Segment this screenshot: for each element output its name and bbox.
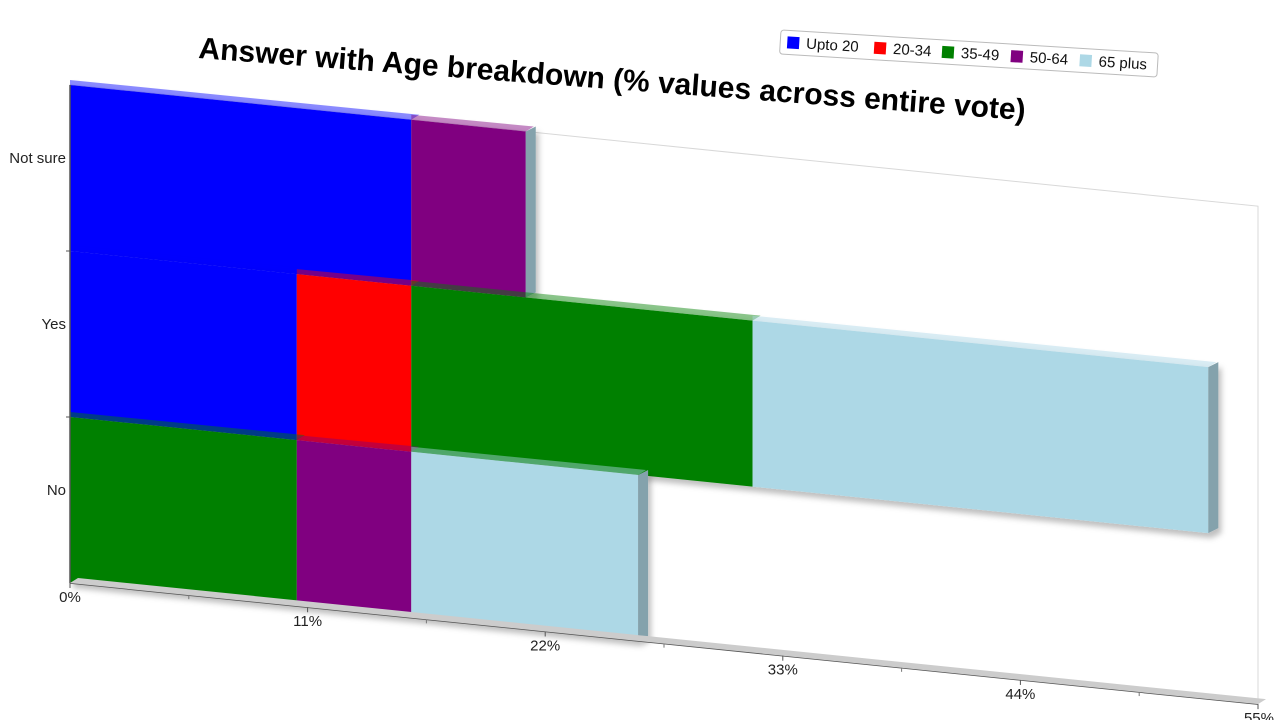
x-tick-label: 11% [293,613,322,630]
y-tick-label: No [47,482,66,499]
bar-row [70,412,649,641]
legend-label: 50-64 [1029,49,1068,68]
bar-segment [411,451,639,641]
legend-swatch [941,45,955,59]
legend-item: 35-49 [941,45,1000,64]
bar-segment [70,251,297,441]
legend-label: 20-34 [893,41,932,60]
legend-swatch [1079,54,1093,68]
legend-swatch [786,36,800,50]
bar-segment [296,440,412,618]
legend-label: 65 plus [1098,53,1147,73]
legend-label: 35-49 [960,45,999,64]
bar-segment [70,85,412,286]
bar-segment [70,417,297,607]
x-axis-floor [70,578,1266,705]
bar-end-cap [1208,362,1219,534]
bar-end-cap [638,469,649,641]
bar-segment-top [411,280,761,321]
bar-segment-top [752,315,1217,368]
bar-segment-top [70,246,305,275]
x-tick-label: 55% [1244,710,1274,720]
legend-swatch [1010,50,1024,63]
bar-segment-top [296,269,420,286]
legend-item: 20-34 [873,41,932,60]
y-tick-label: Yes [42,316,66,333]
bar-segment-top [70,412,305,441]
legend-item: 65 plus [1079,53,1147,73]
legend: Upto 20 20-34 35-49 50-64 65 plus [779,29,1159,78]
x-tick-label: 33% [768,662,798,679]
x-tick-label: 44% [1005,686,1035,703]
y-tick-label: Not sure [9,150,66,167]
bar-segment-top [411,446,647,475]
bar-segment [296,274,412,452]
bar-segment-top [296,435,420,452]
bar-row [70,246,1219,534]
bar-end-cap [525,126,536,298]
tick-labels-group: 0% 11% 22% 33% 44% 55% Not sure Yes No [9,150,1274,720]
legend-item: Upto 20 [786,36,859,56]
x-tick-label: 22% [530,637,560,654]
legend-label: Upto 20 [806,36,859,56]
axes-group [66,85,1266,710]
bar-segment-top [411,114,534,132]
bar-segment [411,119,526,298]
bar-segment [752,320,1209,534]
bar-row [70,80,536,298]
legend-box [779,29,1159,78]
bar-segment-top [70,80,420,120]
bar-segment [411,285,753,487]
bars-group [70,80,1219,641]
legend-item: 50-64 [1010,49,1069,69]
x-tick-label: 0% [59,589,81,606]
legend-swatch [873,41,887,55]
